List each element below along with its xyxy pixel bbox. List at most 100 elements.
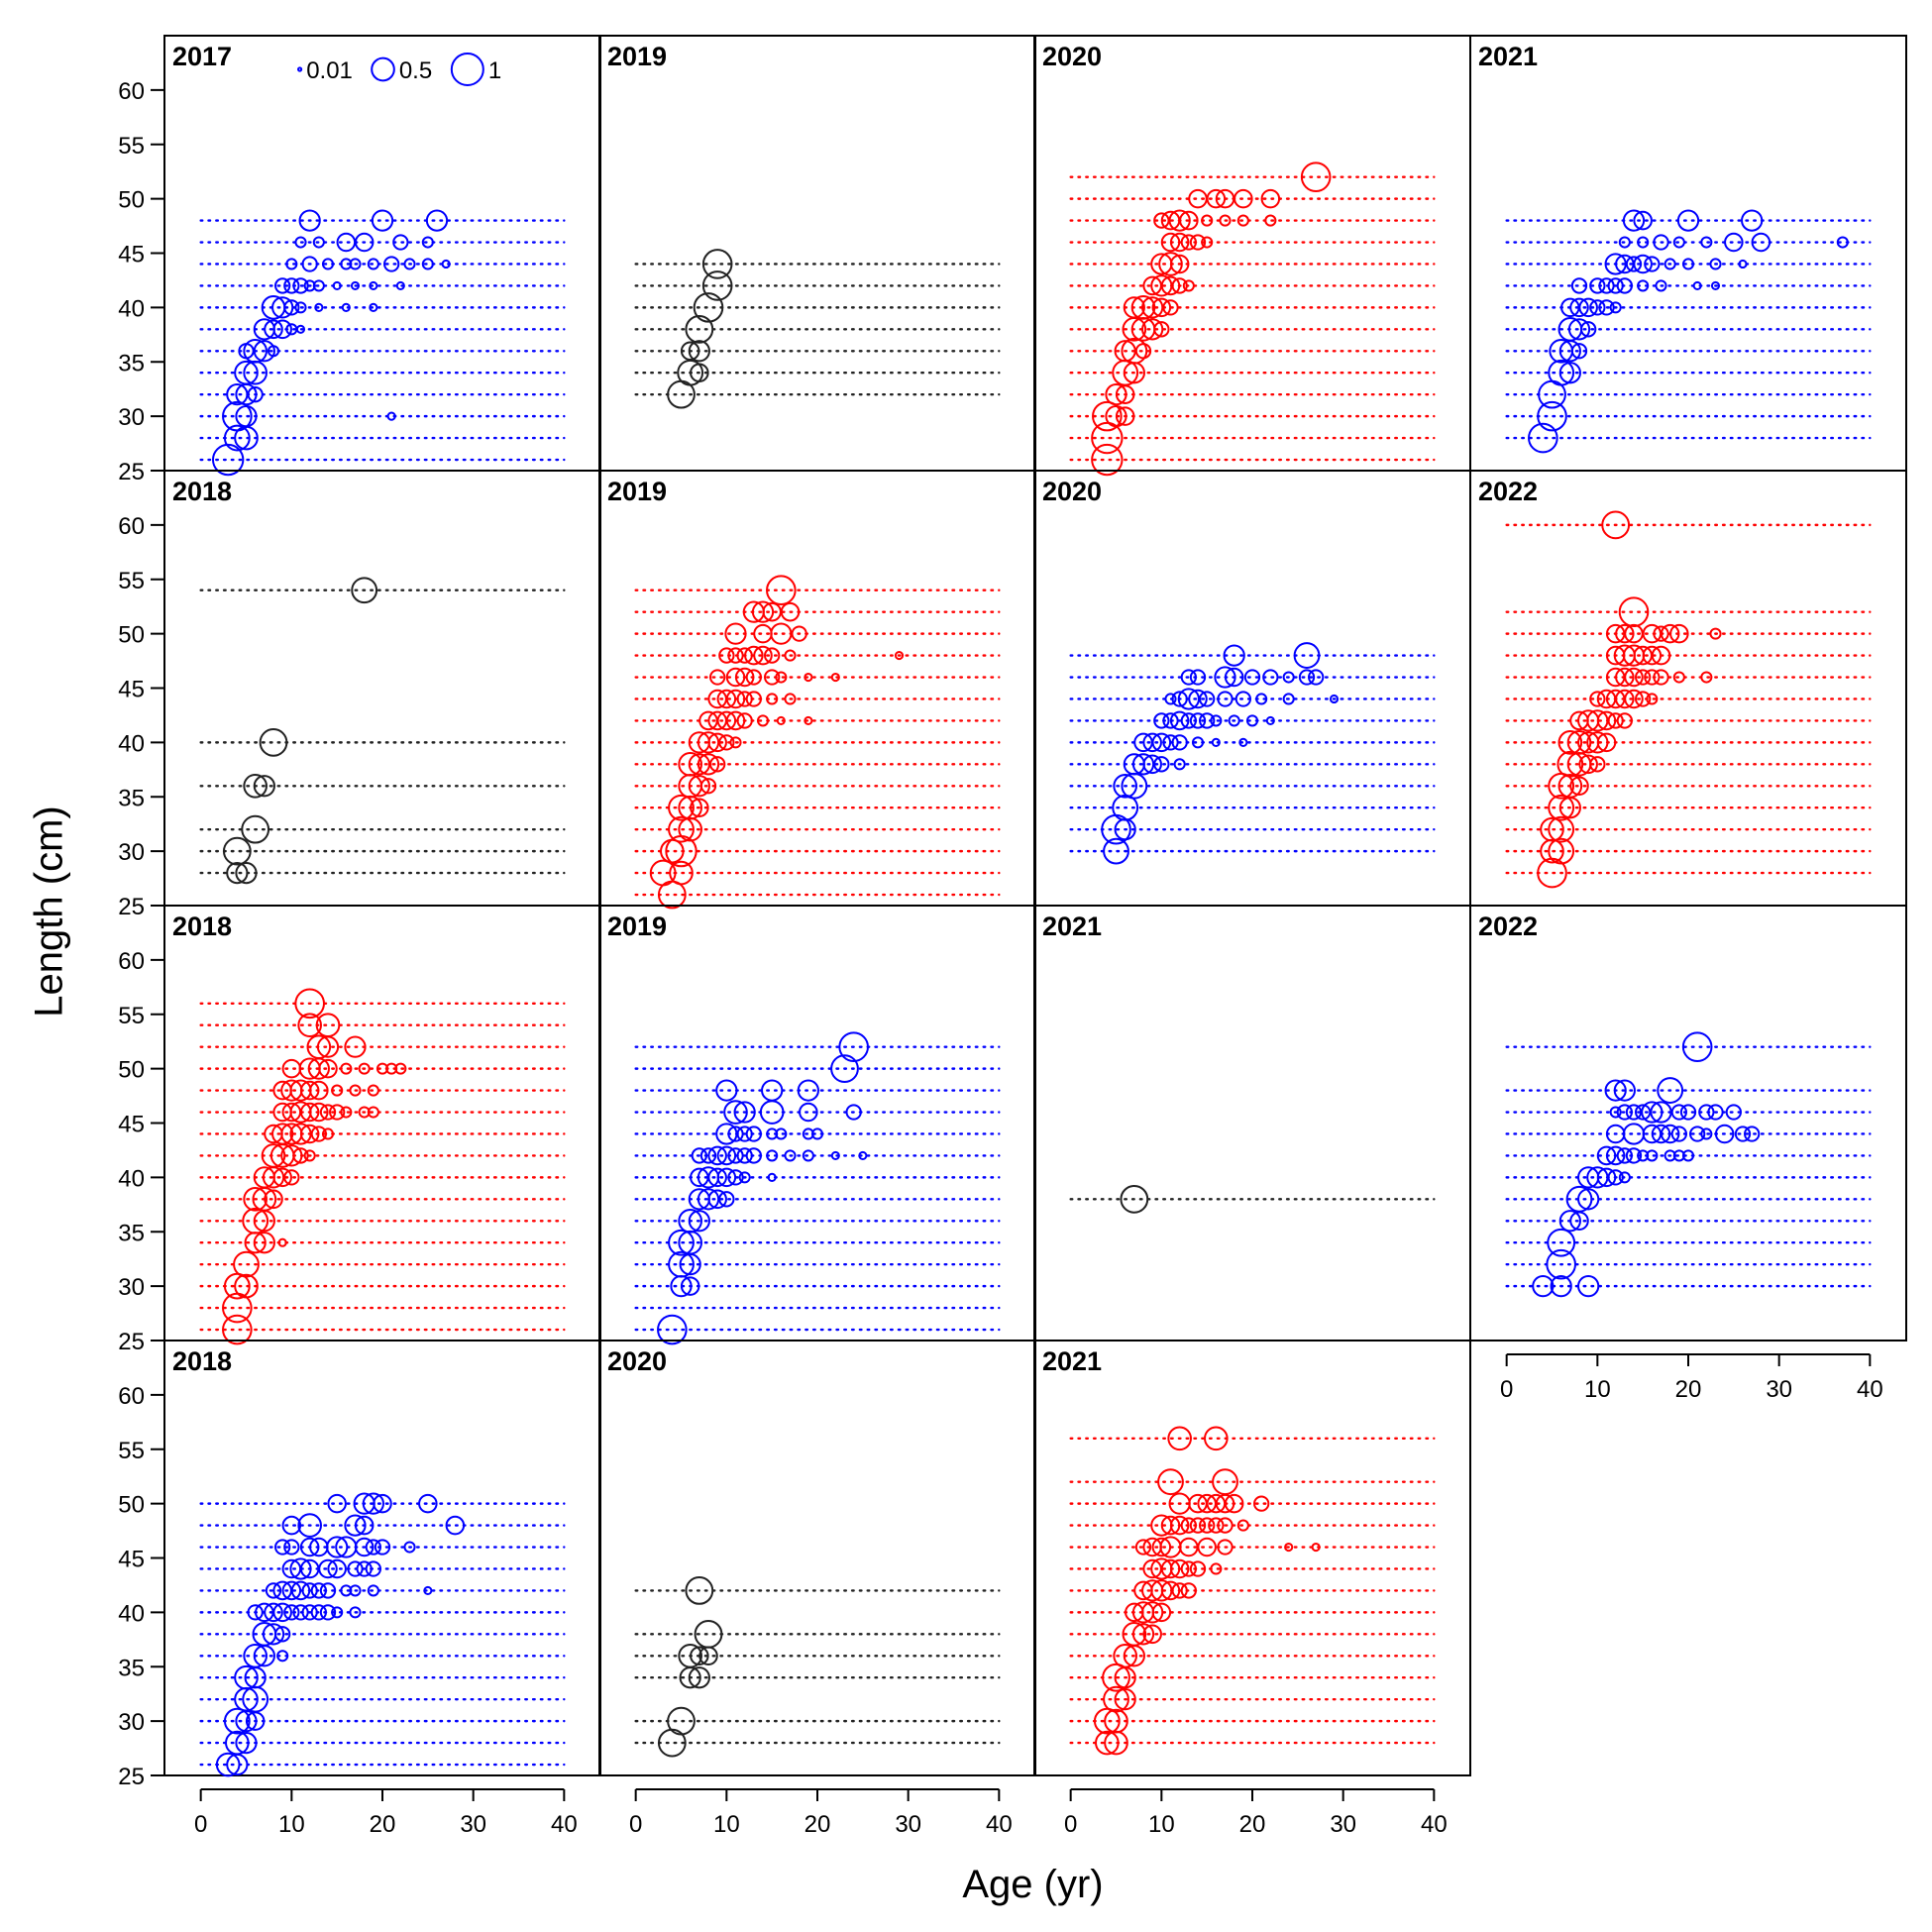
bubble-point	[367, 1084, 379, 1097]
bubble-point	[226, 861, 249, 885]
bubble-point	[1577, 1188, 1600, 1211]
bubble-point	[1578, 754, 1598, 775]
y-tick-label: 45	[118, 1112, 145, 1138]
panel-frame	[163, 35, 601, 472]
bubble-point	[1596, 1167, 1617, 1188]
bubble-point	[1210, 714, 1223, 727]
bubble-point	[1199, 1517, 1216, 1534]
y-tick-label: 45	[118, 1547, 145, 1573]
bubble-point	[756, 714, 770, 727]
bubble-point	[243, 338, 268, 364]
panel-title: 2019	[607, 912, 667, 941]
bubble-point	[1189, 712, 1207, 729]
panel-title: 2022	[1478, 912, 1538, 941]
bubble-point	[1180, 234, 1197, 251]
bubble-point	[1644, 669, 1661, 686]
panel-frame	[598, 470, 1036, 907]
bubble-point	[1214, 666, 1236, 689]
bubble-point	[701, 249, 733, 279]
bubble-point	[680, 341, 700, 362]
bubble-point	[215, 1752, 241, 1777]
bubble-point	[1204, 1426, 1229, 1451]
bubble-point	[1738, 259, 1748, 269]
bubble-point	[1657, 1077, 1684, 1104]
y-tick-label: 50	[118, 1057, 145, 1084]
x-tick-label: 20	[370, 1811, 396, 1838]
bubble-point	[1123, 296, 1145, 319]
bubble-point	[745, 669, 762, 686]
bubble-point	[369, 280, 378, 291]
bubble-point	[1228, 714, 1240, 727]
x-tick-label: 10	[1584, 1376, 1611, 1403]
bubble-point	[1679, 1104, 1697, 1121]
bubble-point	[1596, 732, 1617, 753]
bubble-point	[1681, 1031, 1713, 1062]
bubble-point	[321, 1127, 335, 1140]
bubble-point	[1153, 756, 1170, 773]
bubble-point	[1672, 236, 1685, 249]
bubble-point	[1121, 337, 1148, 365]
bubble-point	[770, 622, 793, 645]
x-tick-label: 40	[986, 1811, 1013, 1838]
bubble-point	[1211, 737, 1221, 747]
bubble-point	[1284, 1542, 1294, 1553]
bubble-point	[1650, 1101, 1672, 1124]
bubble-point	[235, 1731, 258, 1755]
bubble-point	[678, 1208, 702, 1234]
panel-15	[1033, 1340, 1471, 1776]
bubble-point	[1664, 258, 1676, 270]
bubble-point	[1625, 1104, 1643, 1121]
bubble-point	[318, 1058, 338, 1079]
bubble-point	[1169, 1558, 1190, 1579]
bubble-point	[1598, 299, 1615, 316]
bubble-point	[797, 1079, 819, 1102]
bubble-point	[691, 1147, 707, 1164]
bubble-point	[1681, 1149, 1695, 1162]
bubble-point	[1607, 277, 1624, 294]
bubble-point	[1171, 691, 1188, 707]
bubble-point	[297, 1013, 322, 1038]
bubble-point	[1709, 627, 1722, 640]
bubble-point	[1167, 1426, 1192, 1451]
bubble-point	[1189, 234, 1207, 251]
bubble-point	[1153, 321, 1170, 338]
bubble-point	[1210, 1562, 1223, 1575]
bubble-point	[267, 345, 280, 358]
bubble-point	[331, 1084, 344, 1097]
bubble-point	[1616, 1147, 1633, 1164]
bubble-point	[1669, 623, 1689, 644]
bubble-point	[319, 1582, 337, 1599]
bubble-point	[776, 715, 786, 726]
bubble-point	[707, 732, 727, 753]
bubble-point	[1160, 1515, 1181, 1536]
bubble-point	[1238, 737, 1248, 747]
bubble-point	[1298, 669, 1316, 686]
bubble-point	[299, 1102, 320, 1123]
x-tick-label: 10	[278, 1811, 305, 1838]
panel-3	[1033, 35, 1471, 477]
bubble-point	[1598, 277, 1615, 294]
bubble-point	[280, 1144, 303, 1167]
y-tick-label: 60	[118, 78, 145, 105]
bubble-point	[1122, 1622, 1147, 1647]
bubble-point	[1586, 1166, 1609, 1189]
bubble-point	[367, 258, 379, 270]
bubble-point	[340, 1106, 353, 1119]
bubble-point	[1655, 279, 1667, 292]
bubble-point	[1217, 691, 1234, 707]
bubble-point	[314, 302, 324, 312]
bubble-point	[685, 1576, 714, 1605]
bubble-point	[723, 1100, 748, 1125]
bubble-point	[725, 689, 746, 709]
bubble-point	[1566, 730, 1592, 755]
bubble-point	[318, 1558, 338, 1579]
bubble-point	[310, 1126, 327, 1142]
bubble-point	[1182, 279, 1195, 292]
bubble-point	[1160, 232, 1181, 253]
panel-title: 2019	[607, 42, 667, 71]
y-tick-label: 50	[118, 187, 145, 214]
bubble-point	[1681, 258, 1695, 270]
bubble-point	[306, 1034, 332, 1059]
bubble-point	[1537, 400, 1567, 432]
bubble-point	[1160, 275, 1181, 296]
